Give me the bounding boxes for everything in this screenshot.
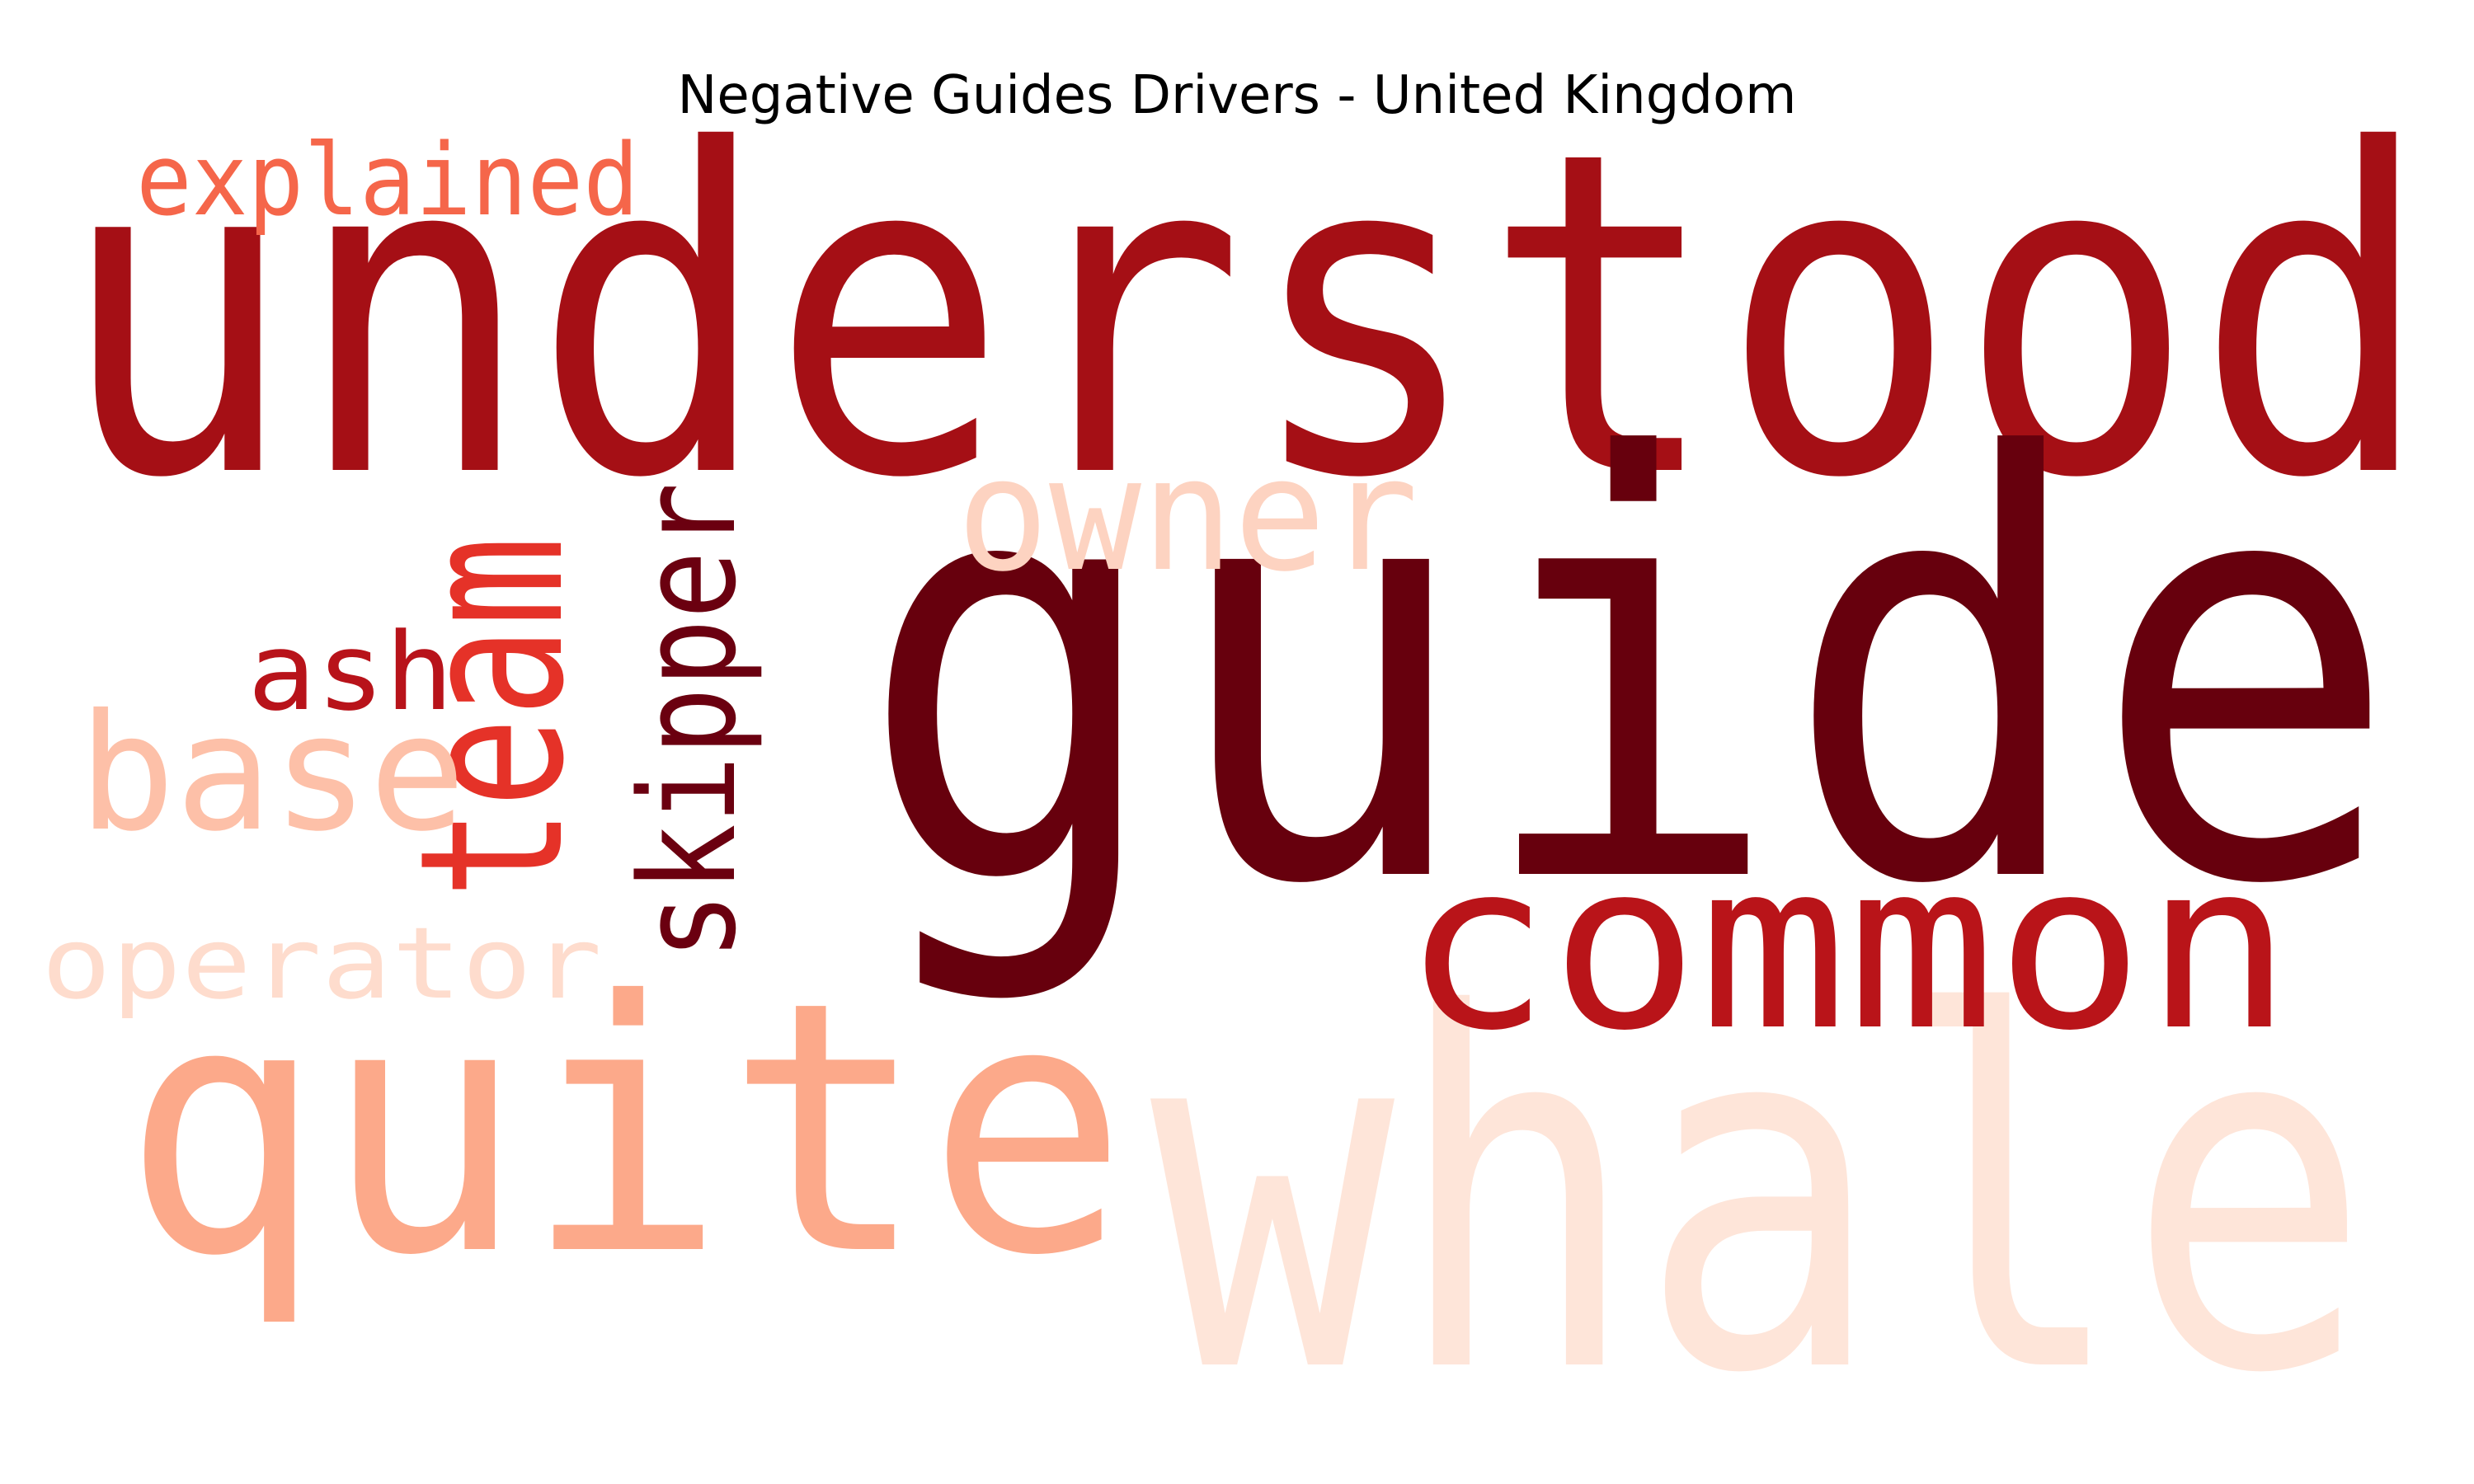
chart-title: Negative Guides Drivers - United Kingdom [677, 65, 1797, 126]
word-base: base [78, 679, 466, 866]
word-whale: whale [1150, 913, 2371, 1480]
word-quite: quite [122, 928, 1128, 1331]
word-guide: guide [858, 339, 2400, 1011]
word-understood: understood [58, 58, 2433, 575]
word-owner: owner [957, 424, 1418, 606]
word-operator: operator [41, 907, 602, 1021]
word-explained: explained [136, 124, 639, 238]
word-team: team [377, 536, 608, 899]
word-skipper: skipper [611, 482, 765, 960]
word-ash: ash [247, 609, 454, 735]
word-common: common [1402, 813, 2293, 1082]
